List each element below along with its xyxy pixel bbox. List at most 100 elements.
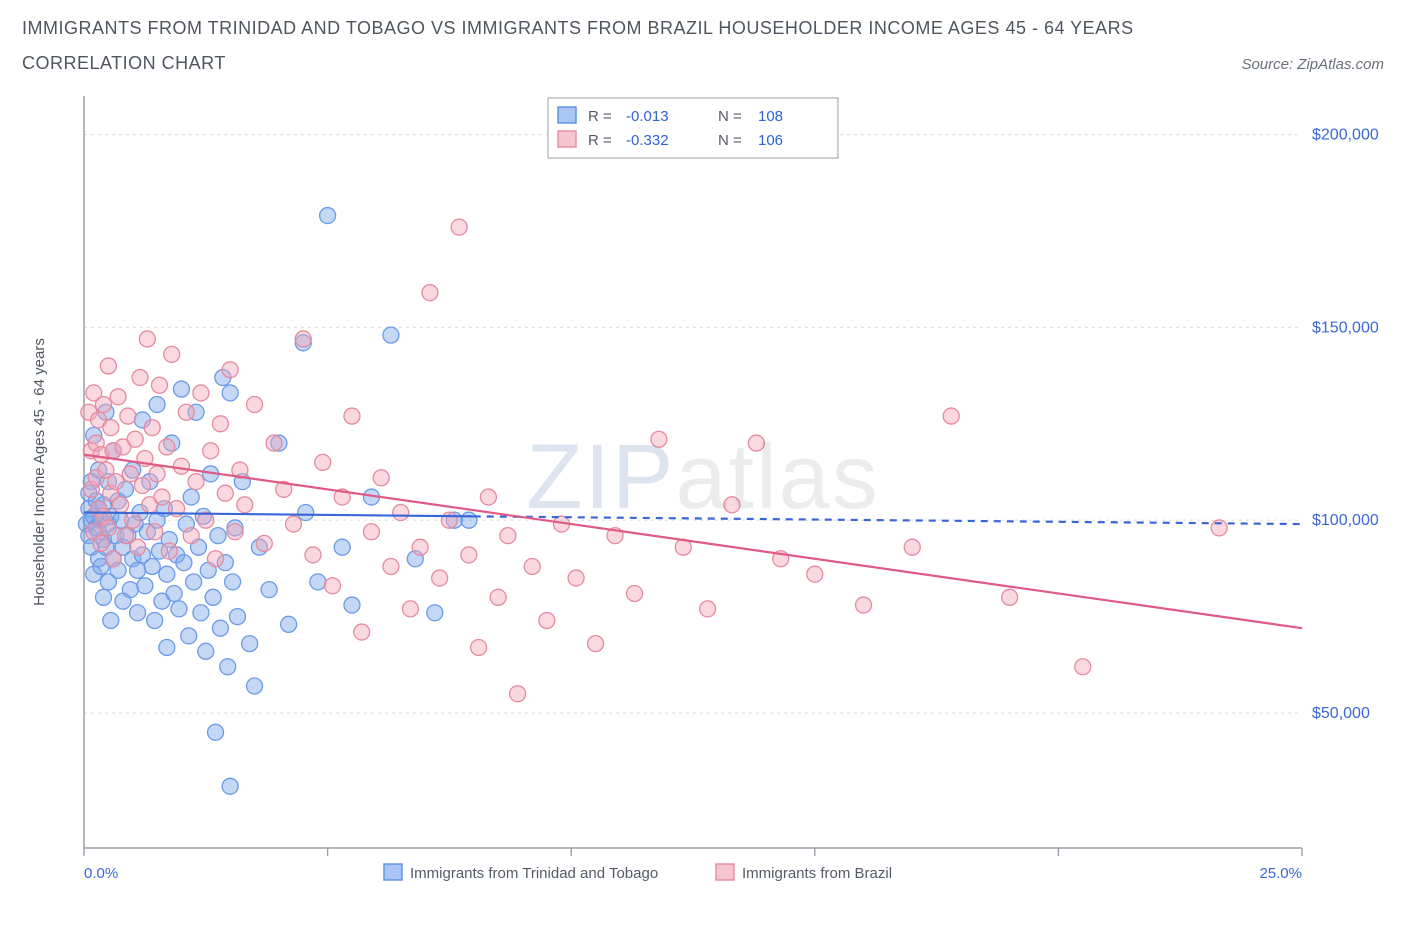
- scatter-point: [451, 219, 467, 235]
- scatter-point: [149, 397, 165, 413]
- scatter-point: [295, 331, 311, 347]
- chart-area: ZIPatlas $50,000$100,000$150,000$200,000…: [22, 88, 1384, 888]
- stats-r-value: -0.013: [626, 108, 669, 125]
- scatter-point: [220, 659, 236, 675]
- y-tick-label: $200,000: [1312, 127, 1379, 144]
- scatter-point: [222, 385, 238, 401]
- scatter-point: [500, 528, 516, 544]
- scatter-point: [373, 470, 389, 486]
- source-label: Source: ZipAtlas.com: [1241, 56, 1384, 73]
- scatter-point: [130, 562, 146, 578]
- scatter-point: [247, 678, 263, 694]
- scatter-point: [130, 605, 146, 621]
- scatter-point: [298, 504, 314, 520]
- scatter-point: [117, 528, 133, 544]
- scatter-point: [315, 454, 331, 470]
- legend-swatch: [558, 107, 576, 123]
- scatter-point: [427, 605, 443, 621]
- scatter-point: [159, 439, 175, 455]
- chart-title-line1: IMMIGRANTS FROM TRINIDAD AND TOBAGO VS I…: [22, 18, 1384, 39]
- scatter-point: [285, 516, 301, 532]
- scatter-point: [334, 539, 350, 555]
- scatter-point: [807, 566, 823, 582]
- scatter-point: [383, 558, 399, 574]
- scatter-point: [225, 574, 241, 590]
- chart-svg: $50,000$100,000$150,000$200,000Household…: [22, 88, 1384, 888]
- scatter-point: [127, 431, 143, 447]
- scatter-point: [1075, 659, 1091, 675]
- scatter-point: [229, 609, 245, 625]
- scatter-point: [490, 589, 506, 605]
- scatter-point: [748, 435, 764, 451]
- legend-swatch: [384, 864, 402, 880]
- scatter-point: [208, 724, 224, 740]
- scatter-point: [627, 585, 643, 601]
- scatter-point: [152, 377, 168, 393]
- scatter-point: [412, 539, 428, 555]
- scatter-point: [100, 358, 116, 374]
- chart-container: IMMIGRANTS FROM TRINIDAD AND TOBAGO VS I…: [0, 0, 1406, 930]
- scatter-point: [344, 408, 360, 424]
- scatter-point: [134, 477, 150, 493]
- scatter-point: [110, 389, 126, 405]
- scatter-point: [183, 489, 199, 505]
- scatter-point: [183, 528, 199, 544]
- scatter-point: [266, 435, 282, 451]
- scatter-point: [173, 381, 189, 397]
- stats-n-value: 106: [758, 132, 783, 149]
- scatter-point: [137, 578, 153, 594]
- scatter-point: [210, 528, 226, 544]
- scatter-point: [166, 585, 182, 601]
- scatter-point: [147, 524, 163, 540]
- scatter-point: [154, 489, 170, 505]
- scatter-point: [161, 543, 177, 559]
- legend-label: Immigrants from Trinidad and Tobago: [410, 865, 658, 882]
- scatter-point: [904, 539, 920, 555]
- scatter-point: [310, 574, 326, 590]
- scatter-point: [95, 589, 111, 605]
- scatter-point: [510, 686, 526, 702]
- scatter-point: [144, 558, 160, 574]
- stats-box: [548, 98, 838, 158]
- scatter-point: [432, 570, 448, 586]
- scatter-point: [130, 539, 146, 555]
- scatter-point: [105, 551, 121, 567]
- scatter-point: [320, 208, 336, 224]
- scatter-point: [103, 612, 119, 628]
- scatter-point: [461, 512, 477, 528]
- y-tick-label: $50,000: [1312, 705, 1370, 722]
- scatter-point: [324, 578, 340, 594]
- stats-n-value: 108: [758, 108, 783, 125]
- scatter-point: [108, 474, 124, 490]
- scatter-point: [393, 504, 409, 520]
- scatter-point: [261, 582, 277, 598]
- scatter-point: [139, 331, 155, 347]
- scatter-point: [159, 639, 175, 655]
- scatter-point: [122, 582, 138, 598]
- scatter-point: [281, 616, 297, 632]
- stats-n-label: N =: [718, 132, 742, 149]
- scatter-point: [144, 420, 160, 436]
- scatter-point: [147, 612, 163, 628]
- scatter-point: [305, 547, 321, 563]
- scatter-point: [171, 601, 187, 617]
- scatter-point: [943, 408, 959, 424]
- scatter-point: [222, 362, 238, 378]
- stats-r-label: R =: [588, 108, 612, 125]
- scatter-point: [103, 420, 119, 436]
- scatter-point: [164, 346, 180, 362]
- scatter-point: [461, 547, 477, 563]
- y-tick-label: $150,000: [1312, 319, 1379, 336]
- legend-swatch: [716, 864, 734, 880]
- legend-swatch: [558, 131, 576, 147]
- scatter-point: [176, 555, 192, 571]
- scatter-point: [237, 497, 253, 513]
- scatter-point: [247, 397, 263, 413]
- scatter-point: [198, 643, 214, 659]
- chart-title-row2: CORRELATION CHART Source: ZipAtlas.com: [22, 53, 1384, 74]
- scatter-point: [222, 778, 238, 794]
- scatter-point: [178, 404, 194, 420]
- scatter-point: [524, 558, 540, 574]
- scatter-point: [188, 474, 204, 490]
- scatter-point: [205, 589, 221, 605]
